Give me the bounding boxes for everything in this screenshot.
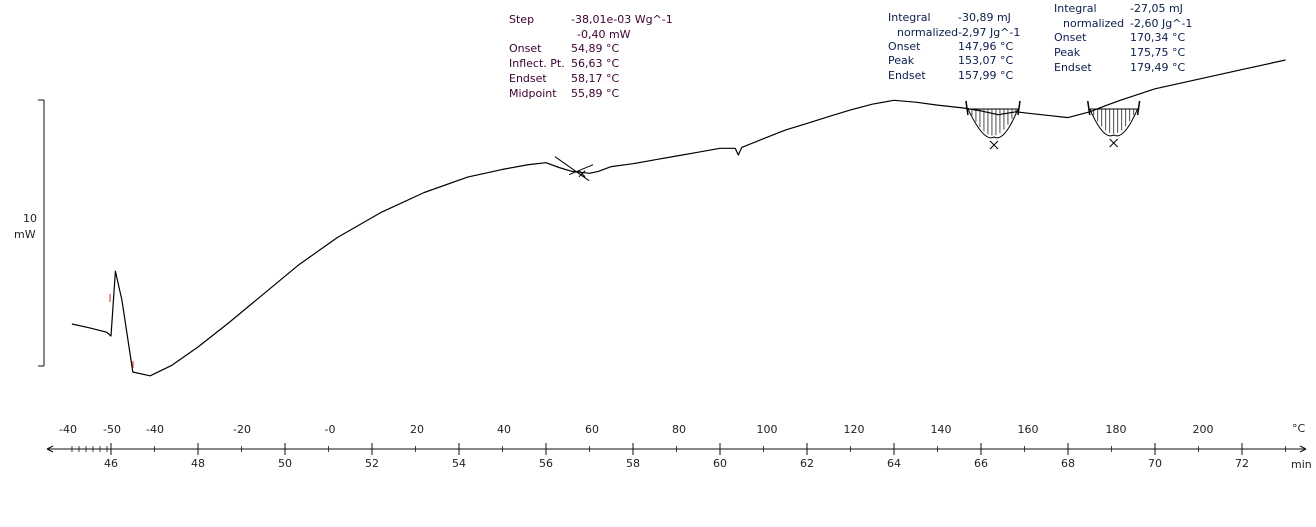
peak1-label-0: Integral (888, 11, 931, 24)
peak2-value-0: -27,05 mJ (1130, 2, 1183, 15)
temp-tick-label: -40 (146, 423, 164, 436)
axis-arrow-left (46, 445, 54, 453)
time-tick-label: 54 (452, 457, 466, 470)
time-tick-label: 60 (713, 457, 727, 470)
temp-tick-label: 20 (410, 423, 424, 436)
step-label-3: Inflect. Pt. (509, 57, 565, 70)
peak2-label-1: normalized (1063, 17, 1124, 30)
temp-tick-label: -0 (325, 423, 336, 436)
step-label-2: Onset (509, 42, 542, 55)
temp-tick-label: 60 (585, 423, 599, 436)
peak1-annotation: Integral -30,89 mJ normalized -2,97 Jg^-… (888, 11, 1020, 82)
temp-tick-label: 80 (672, 423, 686, 436)
peak2-value-4: 179,49 °C (1130, 61, 1185, 74)
temp-tick-label: 180 (1106, 423, 1127, 436)
peak2-label-3: Peak (1054, 46, 1081, 59)
temp-tick-label: -40 (59, 423, 77, 436)
dsc-curve (71, 59, 1286, 377)
step-value-2: 54,89 °C (571, 42, 619, 55)
peak1-label-2: Onset (888, 40, 921, 53)
temp-tick-label: -20 (233, 423, 251, 436)
step-label-5: Midpoint (509, 87, 557, 100)
peak2-endset-mark (1136, 100, 1141, 116)
peak2-value-2: 170,34 °C (1130, 31, 1185, 44)
temp-tick-label: 120 (844, 423, 865, 436)
peak2-onset-mark (1087, 100, 1091, 116)
time-tick-label: 56 (539, 457, 553, 470)
time-unit-label: min (1291, 458, 1312, 471)
temp-unit-label: °C (1292, 422, 1306, 435)
temp-tick-label: 40 (497, 423, 511, 436)
step-annotation: Step -38,01e-03 Wg^-1 -0,40 mW Onset 54,… (509, 13, 673, 100)
step-value-1: -0,40 mW (577, 28, 631, 41)
temp-tick-label: 140 (931, 423, 952, 436)
time-tick-label: 72 (1235, 457, 1249, 470)
time-tick-label: 48 (191, 457, 205, 470)
step-label-4: Endset (509, 72, 547, 85)
y-scale-value: 10 (23, 212, 37, 225)
peak1-outline (967, 108, 1019, 139)
axis-ticks: 46 48 50 52 54 56 58 60 62 64 66 68 70 72 -40 -50 -40 -20… (59, 423, 1286, 470)
peak2-peak-mark (1109, 138, 1119, 148)
time-tick-label: 62 (800, 457, 814, 470)
bottom-axis: 46 48 50 52 54 56 58 60 62 64 66 68 70 72 -40 -50 -40 -20… (46, 423, 1307, 470)
axis-arrow-right (1299, 445, 1307, 453)
time-tick-label: 58 (626, 457, 640, 470)
time-tick-label: 52 (365, 457, 379, 470)
peak1-value-2: 147,96 °C (958, 40, 1013, 53)
peak2-value-1: -2,60 Jg^-1 (1130, 17, 1192, 30)
step-tangent-2 (568, 164, 594, 176)
peak1-endset-mark (1017, 100, 1021, 116)
peak1-value-0: -30,89 mJ (958, 11, 1011, 24)
step-value-3: 56,63 °C (571, 57, 619, 70)
time-tick-label: 66 (974, 457, 988, 470)
time-tick-label: 70 (1148, 457, 1162, 470)
step-tangent-1 (554, 156, 590, 182)
peak1-label-1: normalized (897, 26, 958, 39)
temp-tick-label: -50 (103, 423, 121, 436)
peak1-label-3: Peak (888, 54, 915, 67)
time-tick-label: 46 (104, 457, 118, 470)
step-value-5: 55,89 °C (571, 87, 619, 100)
time-tick-label: 50 (278, 457, 292, 470)
time-tick-label: 68 (1061, 457, 1075, 470)
y-scale-bar (38, 99, 45, 367)
peak1-label-4: Endset (888, 69, 926, 82)
time-tick-label: 64 (887, 457, 901, 470)
peak2-outline (1088, 108, 1139, 137)
step-value-0: -38,01e-03 Wg^-1 (571, 13, 673, 26)
step-midpoint-mark (578, 170, 586, 178)
peak1-value-1: -2,97 Jg^-1 (958, 26, 1020, 39)
peak1-onset-mark (965, 100, 969, 116)
step-label-0: Step (509, 13, 534, 26)
peak2-label-2: Onset (1054, 31, 1087, 44)
peak2-annotation: Integral -27,05 mJ normalized -2,60 Jg^-… (1054, 2, 1192, 74)
y-scale-unit: mW (14, 228, 36, 241)
peak2-value-3: 175,75 °C (1130, 46, 1185, 59)
peak2-label-0: Integral (1054, 2, 1097, 15)
evaluation-overlays (109, 100, 1141, 368)
peak2-label-4: Endset (1054, 61, 1092, 74)
step-value-4: 58,17 °C (571, 72, 619, 85)
peak1-value-3: 153,07 °C (958, 54, 1013, 67)
peak1-peak-mark (989, 140, 999, 150)
peak1-value-4: 157,99 °C (958, 69, 1013, 82)
curve-layer (71, 59, 1286, 377)
temp-tick-label: 160 (1018, 423, 1039, 436)
temp-tick-label: 200 (1193, 423, 1214, 436)
temp-tick-label: 100 (757, 423, 778, 436)
